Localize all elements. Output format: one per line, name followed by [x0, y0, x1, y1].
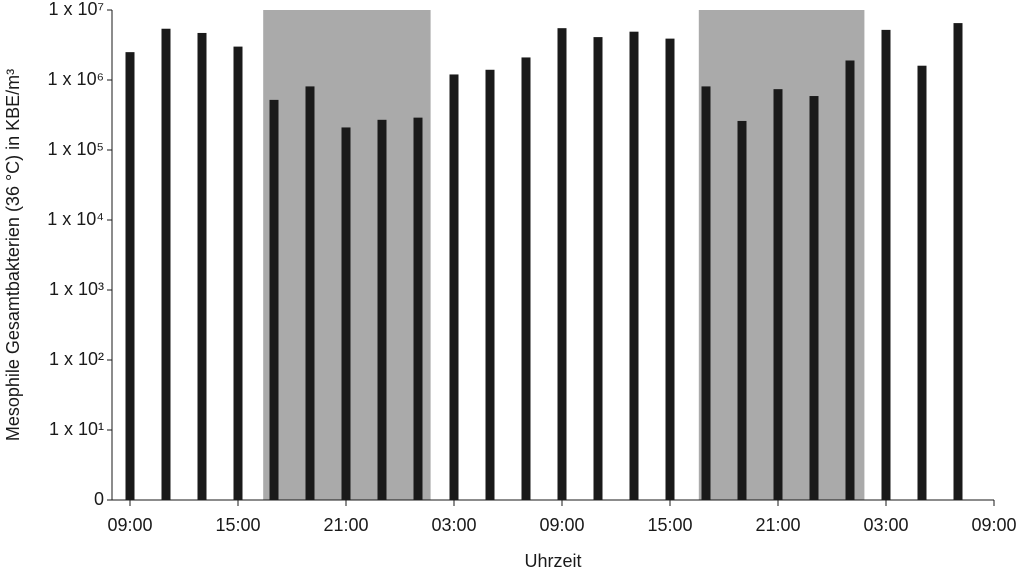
x-tick-label: 03:00	[863, 515, 908, 535]
bar	[269, 99, 279, 501]
bar	[557, 28, 567, 500]
bar	[881, 29, 891, 501]
bar	[413, 117, 423, 500]
bar	[773, 89, 783, 500]
y-tick-label: 1 x 10⁴	[47, 209, 104, 229]
bar	[809, 96, 819, 501]
bar	[377, 119, 387, 500]
bar	[593, 37, 603, 500]
bar	[917, 65, 927, 500]
x-axis-label: Uhrzeit	[524, 551, 581, 571]
x-tick-label: 03:00	[431, 515, 476, 535]
bar-layer	[125, 23, 963, 501]
bar	[521, 57, 531, 501]
bar	[341, 127, 351, 501]
bar	[197, 32, 207, 500]
bar	[845, 60, 855, 501]
x-tick-label: 21:00	[323, 515, 368, 535]
y-tick-label: 1 x 10⁶	[48, 69, 104, 89]
x-tick-label: 15:00	[215, 515, 260, 535]
bar	[953, 23, 963, 500]
bar	[125, 52, 135, 501]
bar	[629, 31, 639, 500]
bar	[161, 28, 171, 501]
x-tick-label: 09:00	[971, 515, 1016, 535]
bar	[233, 46, 243, 501]
x-tick-label: 09:00	[539, 515, 584, 535]
y-tick-label: 1 x 10³	[49, 279, 104, 299]
y-tick-label: 1 x 10⁷	[48, 0, 104, 19]
y-axis-label: Mesophile Gesamtbakterien (36 °C) in KBE…	[3, 69, 23, 441]
bar	[485, 69, 495, 501]
bar	[701, 86, 711, 500]
y-tick-label: 0	[94, 489, 104, 509]
bar	[665, 38, 675, 500]
y-tick-label: 1 x 10⁵	[48, 139, 105, 159]
x-tick-label: 09:00	[107, 515, 152, 535]
x-tick-label: 15:00	[647, 515, 692, 535]
bar	[305, 86, 315, 500]
x-tick-label: 21:00	[755, 515, 800, 535]
axis-layer: 0 1 x 10¹ 1 x 10² 1 x 10³ 1 x 10⁴ 1 x 10⁵ 1 x …	[47, 0, 1016, 535]
bar	[449, 74, 459, 501]
y-tick-label: 1 x 10¹	[49, 419, 104, 439]
bar	[737, 120, 747, 500]
y-tick-label: 1 x 10²	[49, 349, 104, 369]
